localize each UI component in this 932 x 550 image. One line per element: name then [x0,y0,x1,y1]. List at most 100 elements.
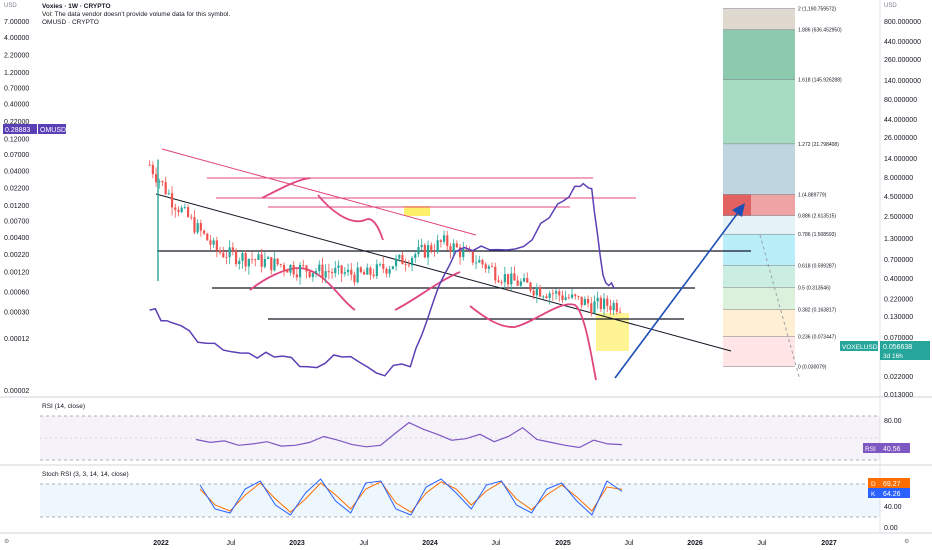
candle-body [615,303,618,312]
time-axis-tick: 2027 [821,540,837,547]
left-axis-tick: 7.00000 [4,19,29,26]
fib-level-label: 1 (4.889779) [798,192,827,198]
fibonacci-extension[interactable]: 2 (1,190.759572) 1.886 (636.452950) 1.618 … [723,7,842,371]
candle-body [362,272,366,275]
fib-zone [723,143,795,195]
stoch-d-line[interactable] [199,481,623,513]
right-axis-tick: 14.000000 [884,156,917,163]
candle-body [337,265,340,268]
candle-body [356,267,359,283]
time-axis-tick: Jul [625,540,634,547]
candle-body [558,291,561,296]
fib-level-label: 0.886 (2.613515) [798,214,836,220]
candle-body [369,267,372,275]
candle-body [212,240,215,245]
right-price-axis[interactable]: 800.000000 440.000000 260.000000 140.000000… [884,19,921,399]
stoch-k-line[interactable] [199,478,623,516]
candle-body [148,164,151,166]
candle-body [177,209,180,213]
left-axis-tick: 0.01200 [4,203,29,210]
fib-zone [723,336,795,367]
volume-note: Vol: The data vendor doesn't provide vol… [42,11,231,18]
candle-body [359,267,362,273]
candle-body [510,273,513,285]
candle-body [404,264,407,265]
pink-arc-mid[interactable] [394,271,461,311]
candle-body [225,257,228,258]
candle-body [292,264,295,275]
candle-body [561,295,564,300]
candle-body [190,216,193,218]
right-axis-tick: 0.013000 [884,392,913,399]
pink-trendline[interactable] [161,148,477,236]
candle-body [394,258,398,267]
candle-body [254,259,257,261]
candle-body [260,254,263,267]
candle-body [289,264,292,273]
candle-body [414,254,417,258]
candle-body [257,254,260,260]
candle-body [266,257,270,259]
candle-series[interactable] [148,159,622,317]
pink-arc-right[interactable] [469,303,597,381]
candle-body [567,297,570,299]
pink-arc-2023[interactable] [261,177,384,241]
right-axis-tick: 44.000000 [884,117,917,124]
right-axis-tick: 26.000000 [884,135,917,142]
fib-target-box[interactable] [723,194,751,216]
fib-level-label: 0.382 (0.163817) [798,307,836,313]
candle-body [420,244,423,248]
right-axis-tick: 0.070000 [884,335,913,342]
stoch-d-tag: D [871,481,876,488]
voxel-countdown: 3d 16h [883,353,903,360]
voxel-last-value-bg [880,341,930,351]
candle-body [375,264,378,277]
candle-body [330,272,334,274]
candle-body [564,297,567,300]
axis-settings-icon[interactable]: ⚙ [904,539,910,545]
candle-body [321,264,324,278]
omusd-line[interactable] [149,182,615,377]
candle-body [423,244,426,258]
highlight-box-2023[interactable] [404,206,430,216]
stoch-d-tag-bg [868,478,880,488]
projection-arrow[interactable] [614,209,741,379]
candle-body [430,245,433,252]
candle-body [618,311,622,313]
candle-body [167,193,170,195]
candle-body [535,287,538,296]
candle-body [596,297,599,302]
candle-body [452,243,455,252]
candle-body [314,271,318,274]
candle-body [494,266,497,281]
stoch-d-value: 69.27 [883,481,901,488]
rsi-line[interactable] [195,421,623,449]
omusd-symbol-badge: OMUSD [40,127,66,134]
candle-body [286,270,289,273]
right-axis-tick: 0.700000 [884,257,913,264]
candle-body [154,174,158,183]
fib-zone [723,215,795,235]
left-price-axis[interactable]: 7.00000 4.00000 2.20000 1.20000 0.70000 0.400… [4,19,29,395]
projection-arrow-head[interactable] [732,203,745,217]
candle-body [455,243,458,248]
voxel-symbol-badge-bg [840,341,878,351]
timezone-icon[interactable]: ⚙ [4,539,10,545]
left-axis-tick: 0.00220 [4,252,29,259]
descending-trendline[interactable] [155,193,732,352]
candle-body [410,257,414,266]
time-axis[interactable]: 2022 Jul 2023 Jul 2024 Jul 2025 Jul 2026 Jul 2027 [153,540,837,547]
candle-body [574,294,577,297]
stoch-k-value: 64.26 [883,491,901,498]
candle-body [542,296,545,298]
left-axis-tick: 0.00030 [4,310,29,317]
fib-level-label: 0 (0.030079) [798,365,827,371]
voxel-price-badge: VOXELUSD 0.056638 3d 16h [840,341,930,360]
time-axis-tick: Jul [360,540,369,547]
candle-body [222,252,225,258]
right-axis-tick: 2.500000 [884,214,913,221]
stoch-tick-40: 40.00 [884,504,902,511]
candle-body [391,266,394,270]
candle-body [602,298,606,310]
